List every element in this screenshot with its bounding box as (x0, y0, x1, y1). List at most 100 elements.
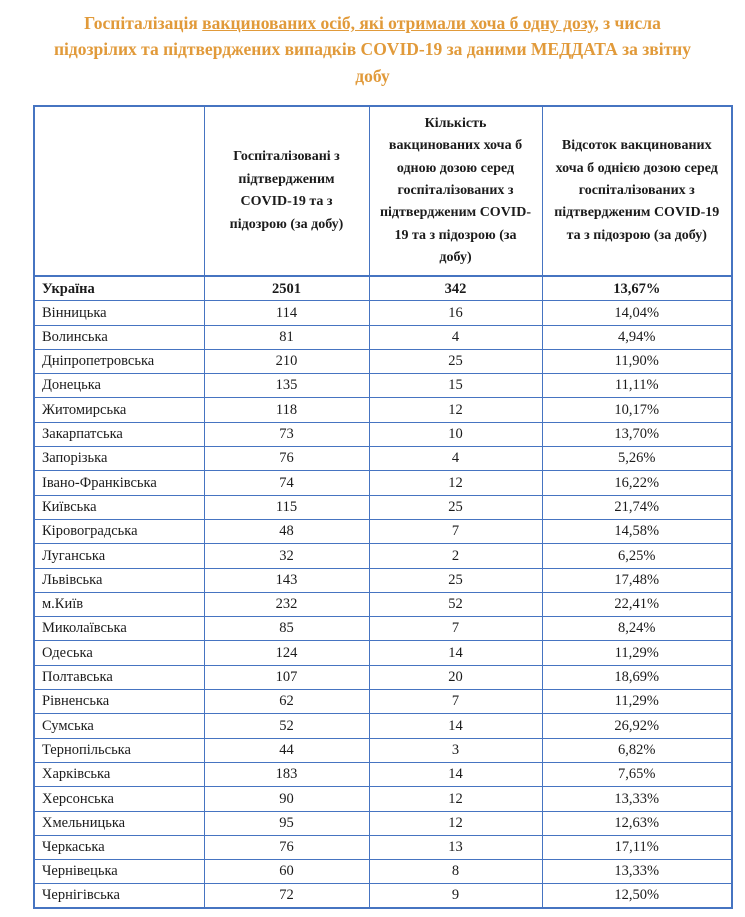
vaccinated-count-cell: 3 (368, 737, 543, 763)
table-row: Івано-Франківська 74 12 16,22% (33, 470, 733, 496)
region-cell: Чернівецька (33, 859, 205, 885)
table-row: Дніпропетровська 210 25 11,90% (33, 348, 733, 375)
region-cell: Івано-Франківська (33, 470, 205, 496)
table-row: Одеська 124 14 11,29% (33, 640, 733, 666)
table-row: Рівненська 62 7 11,29% (33, 689, 733, 715)
hospitalized-cell: 143 (203, 567, 370, 593)
region-cell: Сумська (33, 713, 205, 739)
title-suffix: з числа підозрілих та підтверджених випа… (53, 13, 692, 86)
column-header-vaccinated-count: Кількість вакцинованих хоча б одною дозо… (368, 105, 543, 277)
region-cell: м.Київ (33, 591, 205, 618)
title-prefix: Госпіталізація (84, 13, 203, 33)
vaccinated-percent-cell: 11,29% (541, 689, 733, 715)
table-row: Житомирська 118 12 10,17% (33, 397, 733, 423)
hospitalized-cell: 183 (203, 761, 370, 788)
region-cell: Вінницька (33, 300, 205, 326)
vaccinated-percent-cell: 7,65% (541, 761, 733, 788)
region-cell: Донецька (33, 373, 205, 399)
vaccinated-percent-cell: 21,74% (541, 494, 733, 520)
hospitalized-cell: 32 (203, 543, 370, 569)
table-row: Донецька 135 15 11,11% (33, 373, 733, 399)
vaccinated-percent-cell: 11,29% (541, 640, 733, 666)
vaccinated-count-cell: 14 (368, 761, 543, 788)
vaccinated-percent-cell: 6,25% (541, 543, 733, 569)
vaccinated-percent-cell: 13,70% (541, 421, 733, 448)
table-row: м.Київ 232 52 22,41% (33, 591, 733, 618)
vaccinated-count-cell: 14 (368, 713, 543, 739)
empty-header-cell (33, 105, 205, 277)
hospitalized-cell: 114 (203, 300, 370, 326)
table-header: Госпіталізовані з підтвердженим COVID-19… (33, 105, 733, 277)
region-cell: Житомирська (33, 397, 205, 423)
vaccinated-percent-cell: 12,63% (541, 810, 733, 836)
hospitalized-cell: 124 (203, 640, 370, 666)
vaccinated-percent-cell: 18,69% (541, 664, 733, 691)
hospitalized-cell: 76 (203, 446, 370, 472)
vaccinated-percent-cell: 8,24% (541, 616, 733, 642)
hospitalized-cell: 44 (203, 737, 370, 763)
hospitalized-cell: 135 (203, 373, 370, 399)
vaccinated-percent-cell: 17,11% (541, 834, 733, 861)
region-cell: Луганська (33, 543, 205, 569)
vaccinated-count-cell: 25 (368, 494, 543, 520)
region-cell: Львівська (33, 567, 205, 593)
vaccinated-count-cell: 4 (368, 324, 543, 350)
vaccinated-count-cell: 12 (368, 470, 543, 496)
vaccinated-percent-cell: 14,04% (541, 300, 733, 326)
vaccinated-count-cell: 4 (368, 446, 543, 472)
table-row: Харківська 183 14 7,65% (33, 761, 733, 788)
region-cell: Хмельницька (33, 810, 205, 836)
hospitalized-cell: 85 (203, 616, 370, 642)
table-row: Тернопільська 44 3 6,82% (33, 737, 733, 763)
hospitalized-cell: 76 (203, 834, 370, 861)
vaccinated-percent-cell: 13,67% (541, 275, 733, 302)
hospitalized-cell: 107 (203, 664, 370, 691)
region-cell: Рівненська (33, 689, 205, 715)
table-row: Хмельницька 95 12 12,63% (33, 810, 733, 836)
vaccinated-count-cell: 25 (368, 567, 543, 593)
hospitalized-cell: 95 (203, 810, 370, 836)
table-row: Полтавська 107 20 18,69% (33, 664, 733, 691)
vaccinated-percent-cell: 6,82% (541, 737, 733, 763)
hospitalized-cell: 60 (203, 859, 370, 885)
hospitalized-cell: 62 (203, 689, 370, 715)
table-row: Закарпатська 73 10 13,70% (33, 421, 733, 448)
vaccinated-count-cell: 8 (368, 859, 543, 885)
table-row: Волинська 81 4 4,94% (33, 324, 733, 350)
region-cell: Україна (33, 275, 205, 302)
region-cell: Харківська (33, 761, 205, 788)
vaccinated-percent-cell: 13,33% (541, 786, 733, 812)
vaccinated-count-cell: 52 (368, 591, 543, 618)
vaccinated-count-cell: 9 (368, 883, 543, 909)
region-cell: Чернігівська (33, 883, 205, 909)
hospitalized-cell: 115 (203, 494, 370, 520)
title-underlined-segment: вакцинованих осіб, які отримали хоча б о… (202, 13, 599, 33)
vaccinated-percent-cell: 26,92% (541, 713, 733, 739)
table-body: Україна 2501 342 13,67% Вінницька 114 16… (33, 275, 733, 909)
vaccinated-count-cell: 2 (368, 543, 543, 569)
table-row: Сумська 52 14 26,92% (33, 713, 733, 739)
hospitalized-cell: 52 (203, 713, 370, 739)
vaccinated-percent-cell: 4,94% (541, 324, 733, 350)
vaccinated-percent-cell: 16,22% (541, 470, 733, 496)
vaccinated-count-cell: 7 (368, 616, 543, 642)
table-row: Миколаївська 85 7 8,24% (33, 616, 733, 642)
hospitalized-cell: 74 (203, 470, 370, 496)
hospitalization-table: Госпіталізовані з підтвердженим COVID-19… (33, 104, 733, 910)
vaccinated-count-cell: 15 (368, 373, 543, 399)
page-title: Госпіталізація вакцинованих осіб, які от… (50, 10, 695, 89)
vaccinated-count-cell: 12 (368, 786, 543, 812)
hospitalized-cell: 118 (203, 397, 370, 423)
table-row: Львівська 143 25 17,48% (33, 567, 733, 593)
vaccinated-count-cell: 12 (368, 397, 543, 423)
vaccinated-count-cell: 25 (368, 348, 543, 375)
region-cell: Черкаська (33, 834, 205, 861)
table-row: Україна 2501 342 13,67% (33, 275, 733, 302)
vaccinated-count-cell: 12 (368, 810, 543, 836)
vaccinated-count-cell: 7 (368, 518, 543, 545)
hospitalized-cell: 72 (203, 883, 370, 909)
table-row: Чернівецька 60 8 13,33% (33, 859, 733, 885)
vaccinated-count-cell: 14 (368, 640, 543, 666)
vaccinated-count-cell: 16 (368, 300, 543, 326)
hospitalized-cell: 210 (203, 348, 370, 375)
